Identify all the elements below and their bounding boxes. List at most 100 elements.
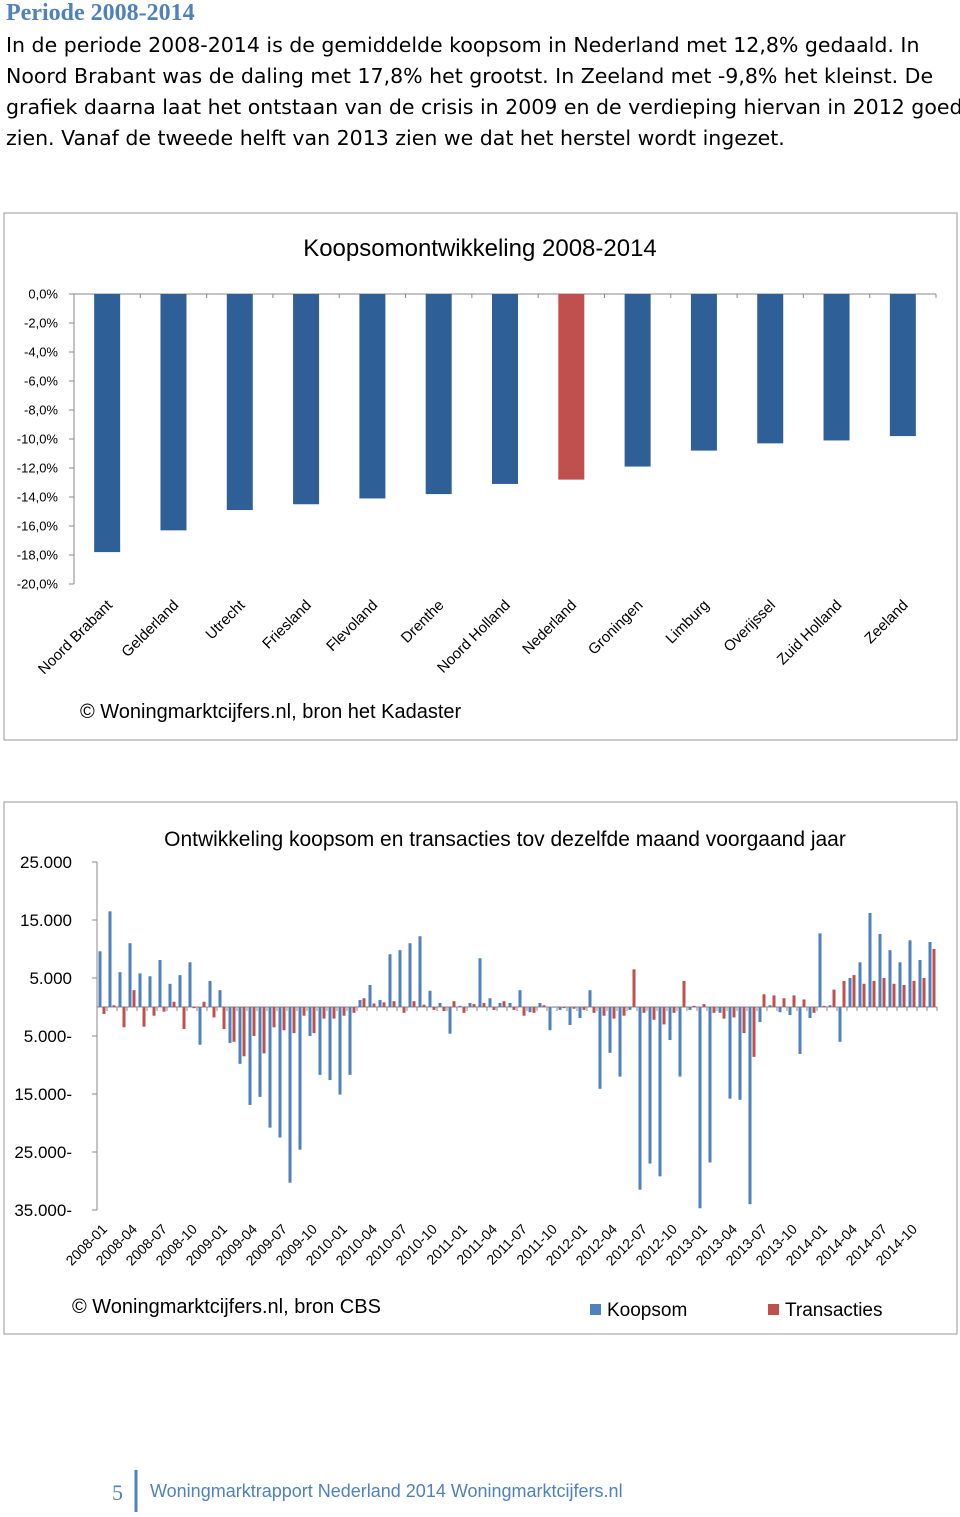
bar: [732, 1007, 736, 1018]
bar: [282, 1007, 286, 1031]
bar: [562, 1007, 566, 1009]
bar: [492, 294, 518, 484]
bar: [172, 1001, 176, 1007]
bar: [642, 1007, 646, 1013]
bar: [226, 294, 253, 511]
y-tick-label: -14,0%: [17, 490, 59, 505]
legend-swatch: [590, 1304, 601, 1315]
y-tick-label: 5.000-: [24, 1027, 72, 1046]
x-tick-label: Flevoland: [323, 597, 381, 655]
bar: [472, 1004, 476, 1007]
bar: [102, 1007, 106, 1014]
bar: [908, 940, 912, 1007]
bar: [852, 975, 856, 1007]
y-tick-label: -4,0%: [24, 345, 58, 360]
bar: [768, 1005, 772, 1007]
bar: [638, 1007, 642, 1190]
x-tick-label: Zeeland: [861, 597, 911, 647]
chart-title: Koopsomontwikkeling 2008-2014: [303, 235, 657, 262]
bar: [252, 1007, 256, 1036]
y-tick-label: -6,0%: [24, 374, 58, 389]
bar: [762, 994, 766, 1007]
bar: [198, 1007, 202, 1045]
bar: [398, 950, 402, 1007]
bar: [512, 1007, 516, 1010]
bar: [818, 933, 822, 1007]
bar: [612, 1007, 616, 1019]
bar: [858, 962, 862, 1007]
bar: [162, 1007, 166, 1012]
bar: [532, 1007, 536, 1013]
bar: [138, 973, 142, 1007]
bar: [422, 1004, 426, 1007]
bar: [878, 933, 882, 1007]
bar: [452, 1001, 456, 1007]
x-tick-label: Limburg: [662, 597, 712, 647]
bar: [558, 1007, 562, 1010]
bar: [182, 1007, 186, 1030]
bar: [94, 294, 121, 553]
bar: [552, 1007, 556, 1008]
bar: [862, 983, 866, 1007]
bar: [128, 943, 132, 1007]
chart-credit: © Woningmarktcijfers.nl, bron CBS: [72, 1296, 381, 1318]
bar: [492, 1007, 496, 1010]
paragraph: In de periode 2008-2014 is de gemiddelde…: [6, 30, 960, 154]
bar: [672, 1007, 676, 1013]
bar: [632, 969, 636, 1007]
bar: [298, 1007, 302, 1150]
bar: [738, 1007, 742, 1100]
bar: [823, 294, 850, 441]
bar: [328, 1007, 332, 1081]
bar: [308, 1007, 312, 1036]
legend-label: Transacties: [785, 1300, 883, 1321]
bar: [192, 1007, 196, 1009]
bar: [872, 980, 876, 1007]
bar: [388, 954, 392, 1007]
bar: [242, 1007, 246, 1057]
text-line: zien. Vanaf de tweede helft van 2013 zie…: [6, 126, 785, 150]
bar: [582, 1007, 586, 1010]
bar: [158, 960, 162, 1007]
bar: [392, 1001, 396, 1007]
bar: [98, 951, 102, 1007]
bar: [842, 980, 846, 1007]
y-tick-label: -16,0%: [17, 519, 59, 534]
bar: [218, 990, 222, 1007]
bar: [888, 950, 892, 1007]
text-line: grafiek daarna laat het ontstaan van de …: [6, 95, 960, 119]
bar: [608, 1007, 612, 1053]
y-tick-label: -12,0%: [17, 461, 59, 476]
bar: [692, 1005, 696, 1007]
bar: [293, 294, 320, 505]
bar: [792, 995, 796, 1007]
chart-title: Ontwikkeling koopsom en transacties tov …: [164, 828, 846, 851]
bar: [648, 1007, 652, 1164]
y-tick-label: -8,0%: [24, 403, 58, 418]
bar: [578, 1007, 582, 1019]
bar: [338, 1007, 342, 1095]
x-tick-label: Utrecht: [202, 596, 249, 643]
bar: [722, 1007, 726, 1019]
bar: [588, 990, 592, 1007]
bar: [312, 1007, 316, 1034]
chart-credit: © Woningmarktcijfers.nl, bron het Kadast…: [80, 701, 462, 723]
bar: [382, 1002, 386, 1007]
bar: [702, 1004, 706, 1007]
bar: [682, 980, 686, 1007]
bar: [425, 294, 452, 495]
bar: [718, 1007, 722, 1013]
bar: [882, 978, 886, 1007]
bar: [208, 980, 212, 1007]
y-tick-label: 25.000: [20, 853, 72, 872]
bar: [662, 1007, 666, 1025]
x-tick-label: Groningen: [585, 597, 647, 659]
bar: [618, 1007, 622, 1077]
bar: [378, 1000, 382, 1007]
bar: [538, 1002, 542, 1007]
bar: [678, 1007, 682, 1077]
bar: [568, 1007, 572, 1025]
text-line: In de periode 2008-2014 is de gemiddelde…: [6, 33, 920, 57]
